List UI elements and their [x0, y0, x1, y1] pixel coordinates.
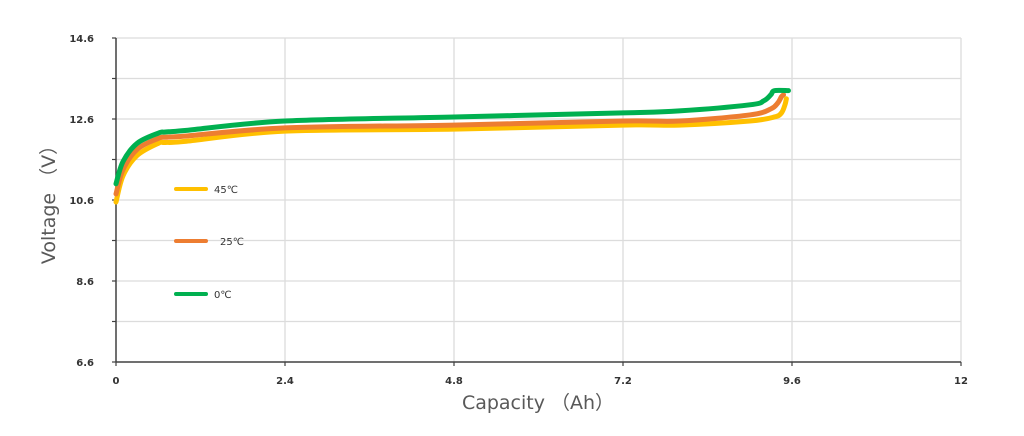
x-tick-label: 4.8: [445, 376, 463, 387]
legend: 45℃ 25℃ 0℃: [174, 185, 244, 301]
y-tick-label: 14.6: [69, 34, 94, 45]
axes: [112, 37, 962, 366]
series-line: [113, 92, 787, 197]
legend-label: 25℃: [220, 237, 244, 248]
x-axis-title: Capacity （Ah）: [462, 392, 614, 414]
x-axis-ticks: 0 2.4 4.8 7.2 9.6 12: [113, 376, 968, 387]
series-line: [113, 96, 789, 205]
y-tick-label: 12.6: [69, 115, 94, 126]
legend-label: 0℃: [214, 290, 232, 301]
data-series: [113, 87, 791, 205]
y-tick-label: 6.6: [76, 358, 94, 369]
y-tick-label: 10.6: [69, 196, 94, 207]
x-tick-label: 7.2: [614, 376, 632, 387]
x-tick-label: 9.6: [783, 376, 801, 387]
series-line: [113, 87, 791, 187]
legend-label: 45℃: [214, 185, 238, 196]
y-axis-title: Voltage （V）: [38, 136, 60, 264]
gridlines: [116, 37, 962, 362]
x-tick-label: 0: [113, 376, 120, 387]
x-tick-label: 2.4: [276, 376, 294, 387]
y-axis-ticks: 6.6 8.6 10.6 12.6 14.6: [69, 34, 94, 369]
y-tick-label: 8.6: [76, 277, 94, 288]
x-tick-label: 12: [954, 376, 968, 387]
